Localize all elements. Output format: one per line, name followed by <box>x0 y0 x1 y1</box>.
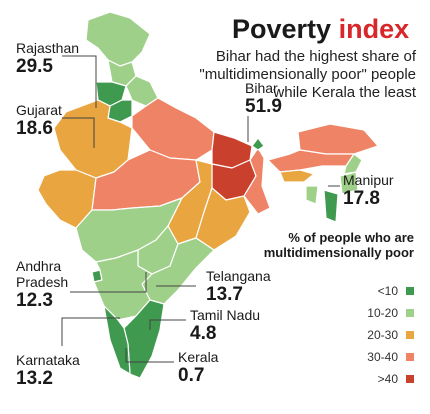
state-value: 4.8 <box>190 323 217 344</box>
state-name: Manipur <box>343 172 394 188</box>
label-bihar: Bihar 51.9 <box>245 80 282 117</box>
state-name: Rajasthan <box>16 40 80 56</box>
leader-karnataka <box>61 317 120 346</box>
label-telangana: Telangana 13.7 <box>206 268 271 305</box>
state-name: Andhra Pradesh <box>16 258 69 290</box>
title-main: Poverty <box>232 14 332 44</box>
label-rajasthan: Rajasthan 29.5 <box>16 40 79 77</box>
legend-swatch <box>406 353 414 361</box>
region-nagaland <box>343 153 363 175</box>
state-value: 17.8 <box>343 188 380 209</box>
state-value: 29.5 <box>16 56 53 77</box>
label-manipur: Manipur 17.8 <box>343 172 394 209</box>
legend-item: 10-20 <box>367 302 414 324</box>
region-mizoram <box>323 189 339 223</box>
legend-label: 30-40 <box>367 350 398 364</box>
region-manipur <box>339 171 359 195</box>
legend-label: 10-20 <box>367 306 398 320</box>
leader-gujarat <box>62 117 95 148</box>
state-name: Bihar <box>245 80 278 96</box>
label-gujarat: Gujarat 18.6 <box>16 102 62 139</box>
legend-swatch <box>406 287 414 295</box>
region-meghalaya <box>279 169 315 183</box>
legend-label: <10 <box>377 284 398 298</box>
region-uttar-pradesh <box>131 97 215 161</box>
state-name: Telangana <box>206 268 271 284</box>
legend-item: <10 <box>367 280 414 302</box>
region-sikkim <box>251 137 265 151</box>
leader-tamilnadu <box>149 319 186 330</box>
label-andhra-pradesh: Andhra Pradesh 12.3 <box>16 258 96 311</box>
region-odisha <box>195 187 251 251</box>
legend-item: >40 <box>367 368 414 390</box>
state-name: Gujarat <box>16 102 62 118</box>
leader-kerala <box>125 348 174 363</box>
region-arunachal <box>297 123 379 155</box>
state-name: Kerala <box>178 349 219 365</box>
legend-swatch <box>406 331 414 339</box>
region-west-bengal <box>243 147 271 215</box>
region-kerala <box>103 305 131 375</box>
label-kerala: Kerala 0.7 <box>178 349 218 386</box>
legend-item: 30-40 <box>367 346 414 368</box>
title-accent: index <box>338 14 410 44</box>
legend-swatch <box>406 375 414 383</box>
state-name: Karnataka <box>16 352 80 368</box>
state-value: 12.3 <box>16 290 53 311</box>
legend-label: 20-30 <box>367 328 398 342</box>
state-value: 13.7 <box>206 284 243 305</box>
label-tamil-nadu: Tamil Nadu 4.8 <box>190 307 260 344</box>
state-value: 18.6 <box>16 118 53 139</box>
state-value: 51.9 <box>245 96 282 117</box>
legend: <10 10-20 20-30 30-40 >40 <box>367 280 414 390</box>
leader-rajasthan <box>62 55 97 108</box>
state-name: Tamil Nadu <box>190 307 261 323</box>
page-subtitle: Bihar had the highest share of "multidim… <box>199 48 416 101</box>
page-title: Poverty index <box>232 14 409 45</box>
state-value: 0.7 <box>178 365 205 386</box>
leader-andhra <box>70 272 147 293</box>
state-value: 13.2 <box>16 368 53 389</box>
legend-item: 20-30 <box>367 324 414 346</box>
legend-label: >40 <box>377 372 398 386</box>
region-tripura <box>305 185 319 205</box>
label-karnataka: Karnataka 13.2 <box>16 352 80 389</box>
legend-swatch <box>406 309 414 317</box>
legend-title: % of people who are multidimensionally p… <box>263 230 414 260</box>
